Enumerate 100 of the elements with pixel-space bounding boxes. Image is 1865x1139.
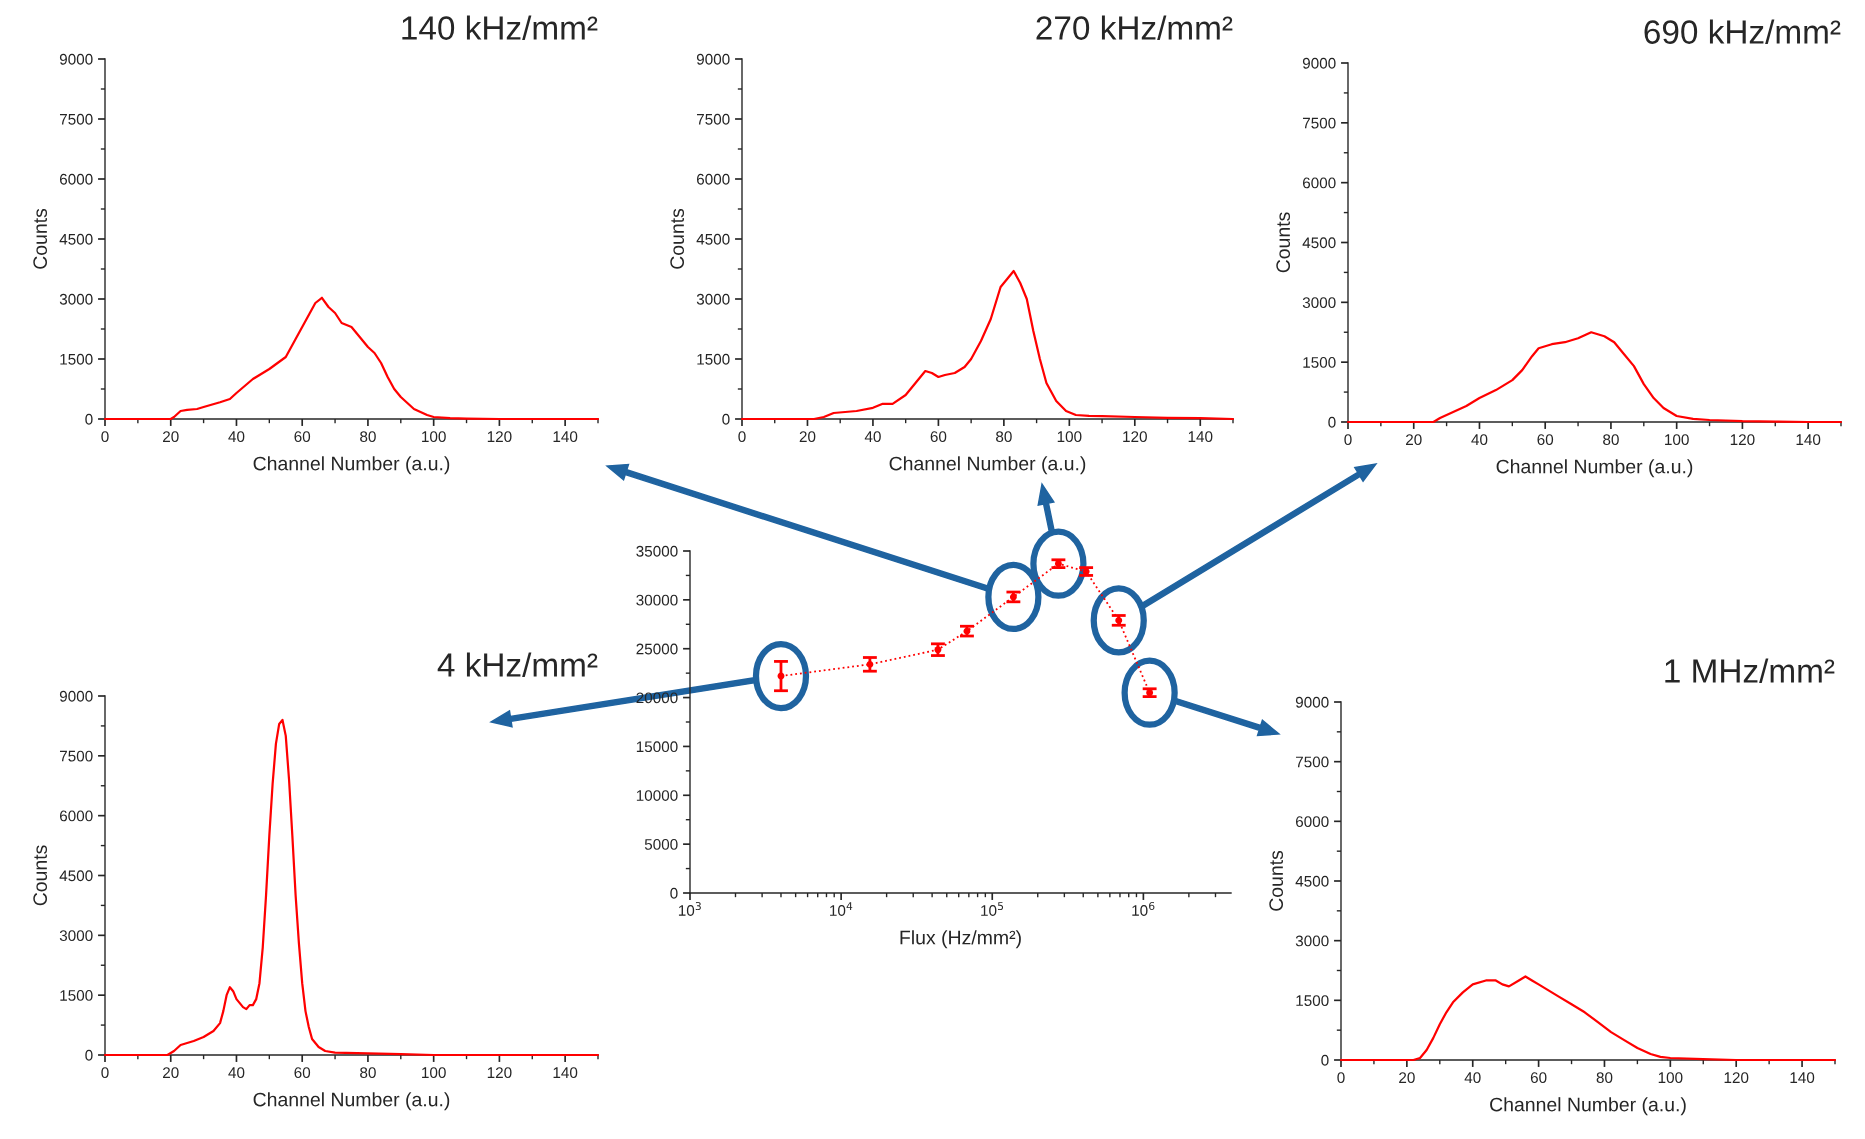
y-tick-label: 35000: [636, 545, 678, 557]
y-tick-label: 7500: [1302, 117, 1336, 129]
y-tick-label: 25000: [636, 643, 678, 655]
y-axis-title: Counts: [33, 208, 48, 269]
x-tick-label: 80: [1596, 1072, 1613, 1084]
y-tick-label: 6000: [59, 173, 93, 185]
x-tick-label: 40: [864, 431, 881, 443]
x-axis-title: Flux (Hz/mm²): [900, 930, 1021, 949]
x-tick-label: 140: [1796, 434, 1821, 446]
y-tick-label: 3000: [59, 293, 93, 305]
chart-title: 690 kHz/mm²: [1644, 19, 1841, 44]
x-tick-label: 80: [360, 431, 376, 443]
x-tick-label: 20: [163, 431, 179, 443]
x-tick-label: 40: [1471, 434, 1488, 446]
y-tick-label: 4500: [1295, 875, 1329, 887]
y-tick-label: 1500: [60, 990, 93, 1001]
x-axis-title: Channel Number (a.u.): [1496, 459, 1693, 478]
x-tick-label: 10$^{6}$: [1132, 901, 1155, 916]
chart-title: 270 kHz/mm²: [1036, 15, 1233, 40]
x-tick-label: 0: [101, 1067, 109, 1079]
x-tick-label: 100: [1057, 431, 1082, 443]
y-tick-label: 1500: [697, 353, 730, 365]
y-tick-label: 6000: [1295, 816, 1329, 828]
x-tick-label: 140: [553, 431, 578, 443]
x-tick-label: 10$^{4}$: [830, 902, 853, 916]
y-tick-label: 0: [85, 1049, 93, 1061]
y-tick-label: 7500: [1295, 756, 1329, 768]
y-tick-label: 7500: [59, 750, 93, 762]
y-tick-label: 9000: [1302, 57, 1336, 69]
y-tick-label: 1500: [1296, 995, 1329, 1007]
x-tick-label: 100: [1658, 1072, 1683, 1084]
x-tick-label: 100: [422, 431, 446, 443]
y-tick-label: 4500: [59, 870, 93, 882]
y-tick-label: 9000: [59, 53, 93, 65]
x-tick-label: 80: [360, 1067, 376, 1079]
y-tick-label: 5000: [644, 839, 678, 850]
x-tick-label: 0: [738, 431, 746, 443]
y-tick-label: 15000: [636, 741, 678, 753]
y-axis-title: Counts: [1269, 850, 1284, 911]
x-tick-label: 40: [228, 1067, 245, 1079]
x-tick-label: 120: [1724, 1072, 1749, 1084]
x-tick-label: 60: [930, 431, 947, 443]
x-tick-label: 20: [1399, 1072, 1415, 1084]
x-tick-label: 40: [1464, 1072, 1481, 1084]
y-axis-title: Counts: [670, 208, 685, 269]
y-tick-label: 10000: [636, 790, 678, 801]
y-tick-label: 30000: [636, 594, 678, 606]
y-tick-label: 9000: [59, 690, 93, 702]
y-tick-label: 0: [85, 413, 93, 425]
x-tick-label: 100: [422, 1067, 446, 1079]
chart-title: 140 kHz/mm²: [402, 15, 598, 40]
y-axis-title: Counts: [33, 845, 48, 906]
x-tick-label: 140: [1790, 1072, 1815, 1084]
y-tick-label: 0: [1321, 1054, 1329, 1066]
chart-title: 1 MHz/mm²: [1665, 658, 1835, 683]
x-tick-label: 120: [487, 431, 512, 443]
x-tick-label: 10$^{3}$: [678, 901, 701, 916]
y-tick-label: 1500: [1303, 357, 1336, 368]
y-tick-label: 4500: [59, 233, 93, 245]
x-tick-label: 60: [1530, 1072, 1547, 1084]
x-axis-title: Channel Number (a.u.): [253, 1092, 450, 1111]
y-tick-label: 9000: [1295, 696, 1329, 708]
y-tick-label: 9000: [696, 53, 730, 65]
x-tick-label: 0: [101, 431, 109, 443]
x-tick-label: 80: [1603, 434, 1619, 446]
x-tick-label: 10$^{5}$: [981, 902, 1004, 916]
x-tick-label: 140: [553, 1067, 578, 1079]
y-tick-label: 3000: [1295, 935, 1329, 947]
y-tick-label: 0: [670, 887, 678, 899]
x-tick-label: 120: [487, 1067, 512, 1079]
chart-title: 4 kHz/mm²: [437, 652, 598, 677]
x-tick-label: 20: [799, 431, 816, 443]
x-axis-title: Channel Number (a.u.): [889, 456, 1086, 475]
x-tick-label: 120: [1123, 431, 1147, 443]
x-tick-label: 80: [996, 431, 1012, 443]
y-tick-label: 3000: [696, 293, 730, 305]
x-tick-label: 20: [163, 1067, 179, 1079]
x-tick-label: 60: [1537, 434, 1554, 446]
x-axis-title: Channel Number (a.u.): [1490, 1097, 1686, 1116]
y-tick-label: 3000: [59, 930, 93, 942]
y-axis-title: Counts: [1276, 212, 1291, 273]
x-tick-label: 20: [1406, 434, 1422, 446]
x-tick-label: 60: [294, 431, 311, 443]
y-tick-label: 7500: [696, 113, 730, 125]
y-tick-label: 1500: [60, 353, 93, 365]
x-tick-label: 0: [1337, 1072, 1345, 1084]
y-tick-label: 4500: [1302, 237, 1336, 249]
y-tick-label: 6000: [1302, 177, 1336, 189]
y-tick-label: 6000: [696, 173, 730, 185]
y-tick-label: 0: [722, 413, 730, 425]
y-tick-label: 7500: [59, 113, 93, 125]
y-tick-label: 6000: [59, 810, 93, 822]
x-tick-label: 0: [1344, 434, 1352, 446]
x-tick-label: 120: [1730, 434, 1755, 446]
x-tick-label: 60: [294, 1067, 311, 1079]
x-axis-title: Channel Number (a.u.): [253, 456, 450, 475]
x-tick-label: 40: [228, 431, 245, 443]
y-tick-label: 4500: [696, 233, 730, 245]
y-tick-label: 3000: [1302, 297, 1336, 309]
x-tick-label: 140: [1188, 431, 1213, 443]
